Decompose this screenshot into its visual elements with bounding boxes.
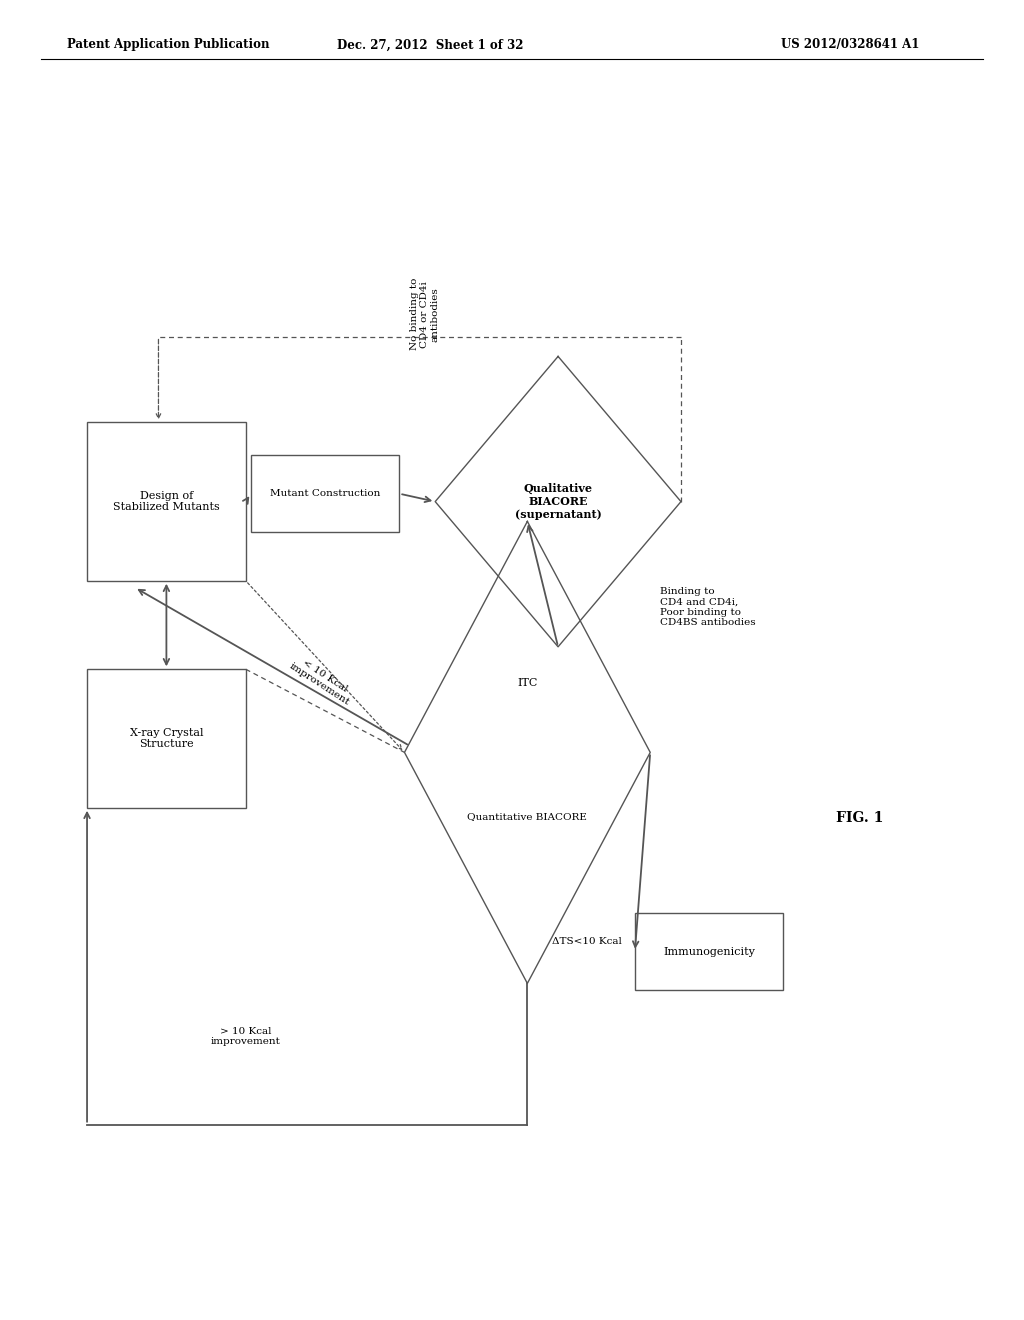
Bar (87, 669, 246, 808)
Text: Design of
Stabilized Mutants: Design of Stabilized Mutants (113, 491, 220, 512)
Text: ITC: ITC (517, 678, 538, 688)
Text: Qualitative
BIACORE
(supernatant): Qualitative BIACORE (supernatant) (515, 483, 601, 520)
Text: Binding to
CD4 and CD4i,
Poor binding to
CD4BS antibodies: Binding to CD4 and CD4i, Poor binding to… (660, 587, 756, 627)
Text: Dec. 27, 2012  Sheet 1 of 32: Dec. 27, 2012 Sheet 1 of 32 (337, 38, 523, 51)
Text: Immunogenicity: Immunogenicity (664, 946, 755, 957)
Text: ΔTS<10 Kcal: ΔTS<10 Kcal (552, 937, 622, 945)
Text: > 10 Kcal
improvement: > 10 Kcal improvement (211, 1027, 281, 1045)
Bar (251, 455, 399, 532)
Bar (87, 422, 246, 581)
Text: Quantitative BIACORE: Quantitative BIACORE (467, 813, 588, 821)
Text: Mutant Construction: Mutant Construction (270, 490, 380, 498)
Text: FIG. 1: FIG. 1 (837, 812, 884, 825)
Text: US 2012/0328641 A1: US 2012/0328641 A1 (780, 38, 920, 51)
Text: X-ray Crystal
Structure: X-ray Crystal Structure (130, 727, 203, 750)
Text: Patent Application Publication: Patent Application Publication (67, 38, 269, 51)
Text: No binding to
CD4 or CD4i
antibodies: No binding to CD4 or CD4i antibodies (410, 279, 440, 350)
Bar (635, 913, 783, 990)
Text: < 10 Kcal
improvement: < 10 Kcal improvement (288, 652, 357, 708)
